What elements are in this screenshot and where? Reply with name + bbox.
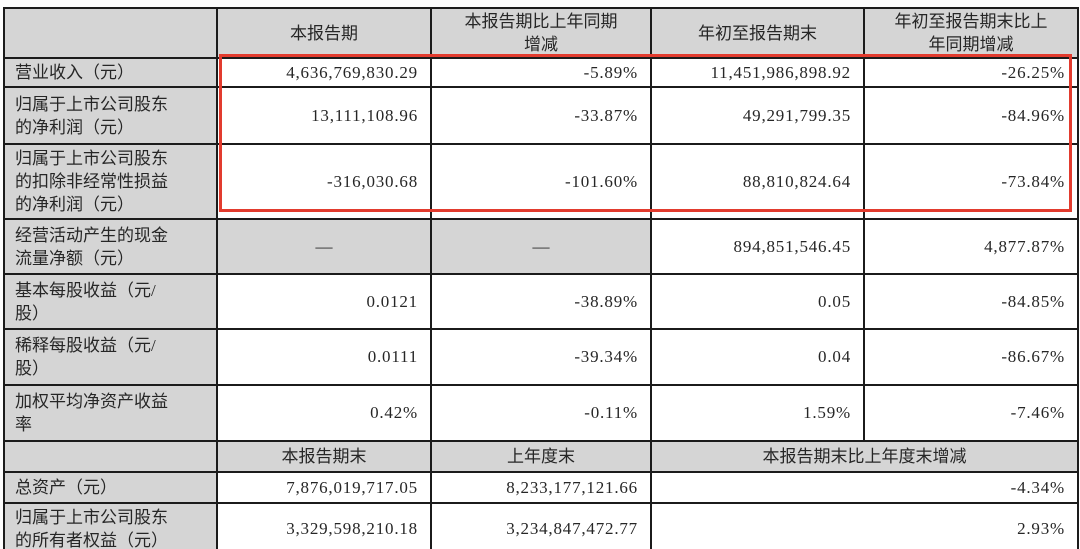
revenue-current: 4,636,769,830.29 bbox=[216, 57, 432, 88]
basic-eps-ytd: 0.05 bbox=[650, 273, 865, 330]
header-prev-year-end: 上年度末 bbox=[430, 440, 652, 473]
header-ytd: 年初至报告期末 bbox=[650, 7, 865, 59]
header-period-end: 本报告期末 bbox=[216, 440, 432, 473]
diluted-eps-ytd: 0.04 bbox=[650, 328, 865, 386]
row-label: 归属于上市公司股东的扣除非经常性损益的净利润（元） bbox=[3, 143, 218, 220]
basic-eps-ytd-change: -84.85% bbox=[863, 273, 1079, 330]
excl-ytd-change: -73.84% bbox=[863, 143, 1079, 220]
equity-change: 2.93% bbox=[650, 502, 1079, 549]
row-label: 总资产（元） bbox=[3, 471, 218, 504]
roe-ytd-change: -7.46% bbox=[863, 384, 1079, 442]
row-label: 归属于上市公司股东的净利润（元） bbox=[3, 86, 218, 145]
roe-current: 0.42% bbox=[216, 384, 432, 442]
row-label: 经营活动产生的现金流量净额（元） bbox=[3, 218, 218, 275]
table-row-net-profit-excl-nonrecurring: 归属于上市公司股东的扣除非经常性损益的净利润（元） -316,030.68 -1… bbox=[3, 143, 1079, 220]
header-change-vs-prev-year-end: 本报告期末比上年度末增减 bbox=[650, 440, 1079, 473]
net-profit-current: 13,111,108.96 bbox=[216, 86, 432, 145]
header-current-period-change: 本报告期比上年同期增减 bbox=[430, 7, 652, 59]
header-blank-cell-2 bbox=[3, 440, 218, 473]
table-row-weighted-roe: 加权平均净资产收益率 0.42% -0.11% 1.59% -7.46% bbox=[3, 384, 1079, 442]
total-assets-prev-year-end: 8,233,177,121.66 bbox=[430, 471, 652, 504]
row-label: 稀释每股收益（元/股） bbox=[3, 328, 218, 386]
row-label: 基本每股收益（元/股） bbox=[3, 273, 218, 330]
table-row-diluted-eps: 稀释每股收益（元/股） 0.0111 -39.34% 0.04 -86.67% bbox=[3, 328, 1079, 386]
equity-period-end: 3,329,598,210.18 bbox=[216, 502, 432, 549]
net-profit-ytd-change: -84.96% bbox=[863, 86, 1079, 145]
row-label: 归属于上市公司股东的所有者权益（元） bbox=[3, 502, 218, 549]
table-row-net-profit: 归属于上市公司股东的净利润（元） 13,111,108.96 -33.87% 4… bbox=[3, 86, 1079, 145]
table-row-owners-equity: 归属于上市公司股东的所有者权益（元） 3,329,598,210.18 3,23… bbox=[3, 502, 1079, 549]
cash-flow-current-dash: — bbox=[216, 218, 432, 275]
excl-current-change: -101.60% bbox=[430, 143, 652, 220]
table-row-basic-eps: 基本每股收益（元/股） 0.0121 -38.89% 0.05 -84.85% bbox=[3, 273, 1079, 330]
row-label: 加权平均净资产收益率 bbox=[3, 384, 218, 442]
revenue-current-change: -5.89% bbox=[430, 57, 652, 88]
table-row-total-assets: 总资产（元） 7,876,019,717.05 8,233,177,121.66… bbox=[3, 471, 1079, 504]
net-profit-current-change: -33.87% bbox=[430, 86, 652, 145]
row-label: 营业收入（元） bbox=[3, 57, 218, 88]
header-current-period: 本报告期 bbox=[216, 7, 432, 59]
diluted-eps-current-change: -39.34% bbox=[430, 328, 652, 386]
cash-flow-current-change-dash: — bbox=[430, 218, 652, 275]
diluted-eps-ytd-change: -86.67% bbox=[863, 328, 1079, 386]
cash-flow-ytd-change: 4,877.87% bbox=[863, 218, 1079, 275]
total-assets-change: -4.34% bbox=[650, 471, 1079, 504]
header-row-period: 本报告期 本报告期比上年同期增减 年初至报告期末 年初至报告期末比上年同期增减 bbox=[3, 7, 1079, 59]
table-row-revenue: 营业收入（元） 4,636,769,830.29 -5.89% 11,451,9… bbox=[3, 57, 1079, 88]
roe-ytd: 1.59% bbox=[650, 384, 865, 442]
excl-current: -316,030.68 bbox=[216, 143, 432, 220]
net-profit-ytd: 49,291,799.35 bbox=[650, 86, 865, 145]
cash-flow-ytd: 894,851,546.45 bbox=[650, 218, 865, 275]
revenue-ytd: 11,451,986,898.92 bbox=[650, 57, 865, 88]
excl-ytd: 88,810,824.64 bbox=[650, 143, 865, 220]
header-ytd-change: 年初至报告期末比上年同期增减 bbox=[863, 7, 1079, 59]
header-row-period-end: 本报告期末 上年度末 本报告期末比上年度末增减 bbox=[3, 440, 1079, 473]
table-row-operating-cash-flow: 经营活动产生的现金流量净额（元） — — 894,851,546.45 4,87… bbox=[3, 218, 1079, 275]
roe-current-change: -0.11% bbox=[430, 384, 652, 442]
revenue-ytd-change: -26.25% bbox=[863, 57, 1079, 88]
header-blank-cell bbox=[3, 7, 218, 59]
basic-eps-current-change: -38.89% bbox=[430, 273, 652, 330]
diluted-eps-current: 0.0111 bbox=[216, 328, 432, 386]
basic-eps-current: 0.0121 bbox=[216, 273, 432, 330]
equity-prev-year-end: 3,234,847,472.77 bbox=[430, 502, 652, 549]
financial-summary-table: 本报告期 本报告期比上年同期增减 年初至报告期末 年初至报告期末比上年同期增减 … bbox=[3, 7, 1079, 549]
total-assets-period-end: 7,876,019,717.05 bbox=[216, 471, 432, 504]
